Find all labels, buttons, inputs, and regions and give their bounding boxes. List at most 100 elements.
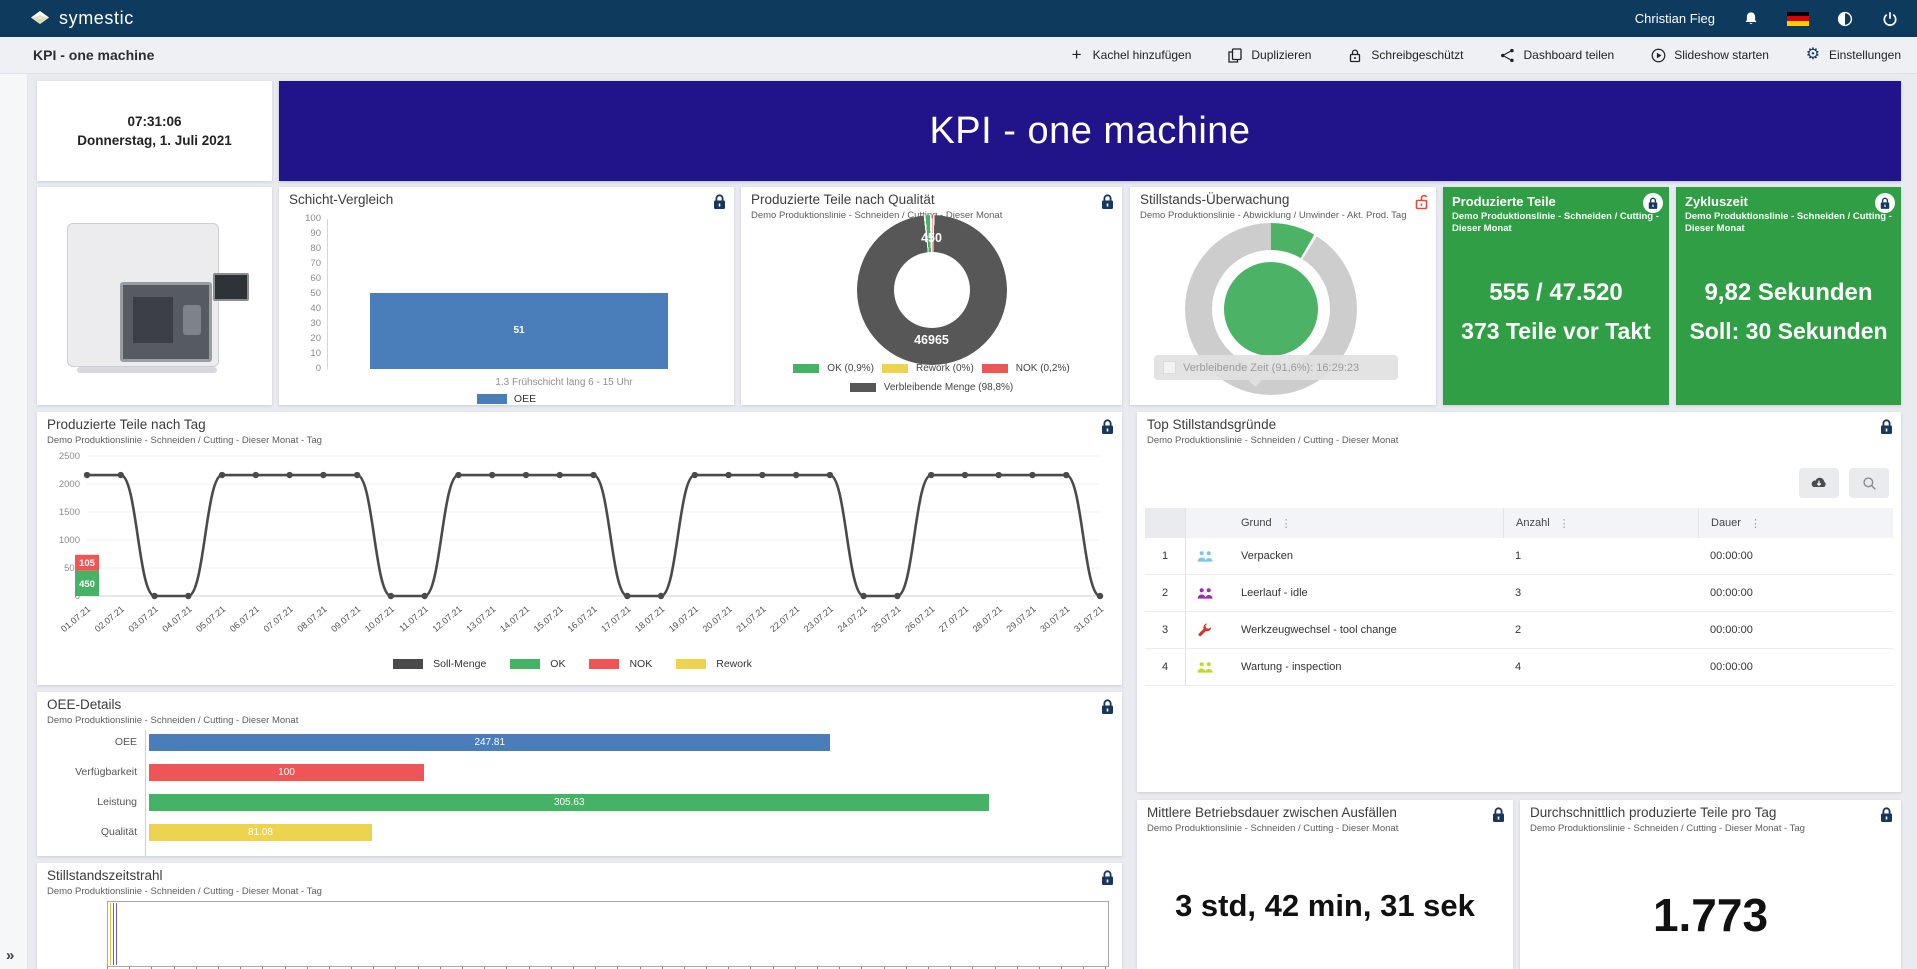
donut-hole [894, 252, 970, 328]
legend-label: OK [550, 658, 566, 670]
symestic-logo[interactable]: symestic [30, 8, 134, 29]
svg-text:03.07.21: 03.07.21 [127, 604, 160, 634]
banner-tile: KPI - one machine [279, 81, 1901, 181]
bell-icon[interactable] [1742, 10, 1760, 28]
legend-label: Rework [716, 658, 752, 670]
play-icon [1650, 47, 1666, 63]
svg-text:18.07.21: 18.07.21 [633, 604, 666, 634]
add-tile-button[interactable]: + Kachel hinzufügen [1069, 45, 1192, 64]
machine-cabinet [67, 223, 219, 367]
y-axis-tick-label: 70 [310, 258, 321, 269]
tile-lock-icon[interactable] [1492, 807, 1505, 823]
tile-lock-icon[interactable] [1643, 193, 1663, 213]
legend-label: NOK [629, 658, 653, 670]
row-index: 4 [1145, 649, 1186, 685]
tile-title: Stillstands-Überwachung [1140, 192, 1290, 207]
daily-chart-svg: 0 500 1000 1500 2000 2500 105 450 01.07.21 02.07.… [59, 451, 1105, 634]
y-axis-tick-label: 10 [310, 348, 321, 359]
table-row[interactable]: 2 Leerlauf - idle 3 00:00:00 [1145, 575, 1893, 612]
tooltip-text: Verbleibende Zeit (91,6%): 16:29:23 [1183, 361, 1360, 374]
oee-category-label: Leistung [97, 796, 137, 808]
export-download-button[interactable] [1799, 468, 1839, 498]
quality-pie-tile: Produzierte Teile nach Qualität Demo Pro… [741, 187, 1122, 405]
expand-sidebar-chevrons[interactable]: » [6, 947, 15, 964]
row-index: 3 [1145, 612, 1186, 648]
produced-count: 555 / 47.520 [1489, 279, 1623, 306]
tile-subtitle: Demo Produktionslinie - Schneiden / Cutt… [1147, 823, 1399, 834]
lock-icon [1347, 47, 1363, 63]
tile-unlock-icon[interactable] [1415, 194, 1428, 210]
timeline-marker-red [113, 903, 114, 965]
column-menu-icon[interactable]: ⋮ [1558, 517, 1571, 530]
y-axis-tick-label: 60 [310, 273, 321, 284]
table-row[interactable]: 4 Wartung - inspection 4 00:00:00 [1145, 649, 1893, 686]
slideshow-button[interactable]: Slideshow starten [1650, 47, 1769, 63]
reason-cell: Wartung - inspection [1241, 661, 1342, 673]
top-downtime-reasons-tile: Top Stillstandsgründe Demo Produktionsli… [1137, 412, 1901, 792]
clock-time: 07:31:06 [127, 114, 182, 129]
readonly-button[interactable]: Schreibgeschützt [1347, 47, 1463, 63]
tile-values: 9,82 Sekunden Soll: 30 Sekunden [1676, 279, 1901, 345]
dashboard-content: » 07:31:06 Donnerstag, 1. Juli 2021 KPI … [0, 74, 1917, 969]
svg-text:25.07.21: 25.07.21 [869, 604, 902, 634]
tile-lock-icon[interactable] [713, 194, 726, 210]
duration-cell: 00:00:00 [1710, 550, 1753, 562]
svg-text:21.07.21: 21.07.21 [734, 604, 767, 634]
shift-chart-plot: 100 90 80 70 60 50 40 30 20 10 0 51 [305, 213, 720, 374]
svg-text:11.07.21: 11.07.21 [397, 604, 430, 634]
tile-lock-icon[interactable] [1101, 870, 1114, 886]
duplicate-button[interactable]: Duplizieren [1227, 47, 1311, 63]
column-header-anzahl: Anzahl ⋮ [1503, 508, 1571, 538]
settings-button[interactable]: ⚙ Einstellungen [1805, 46, 1901, 63]
globe-icon[interactable] [1836, 10, 1854, 28]
svg-text:17.07.21: 17.07.21 [599, 604, 632, 634]
svg-text:04.07.21: 04.07.21 [160, 604, 193, 634]
svg-text:20.07.21: 20.07.21 [701, 604, 734, 634]
oee-bar: 100 [149, 764, 424, 781]
oee-bar-row: Leistung 305.63 [37, 794, 1102, 824]
table-search-button[interactable] [1849, 468, 1889, 498]
avg-parts-tile: Durchschnittlich produzierte Teile pro T… [1520, 800, 1901, 969]
plus-icon: + [1071, 45, 1082, 64]
y-axis-tick-label: 30 [310, 318, 321, 329]
row-index: 1 [1145, 538, 1186, 574]
shift-comparison-tile: Schicht-Vergleich 100 90 80 70 60 50 40 30 20 10 0… [279, 187, 734, 405]
table-row[interactable]: 3 Werkzeugwechsel - tool change 2 00:00:00 [1145, 612, 1893, 649]
svg-text:1000: 1000 [59, 535, 80, 546]
oee-y-axis [145, 730, 146, 856]
table-row[interactable]: 1 Verpacken 1 00:00:00 [1145, 538, 1893, 575]
oee-bar-row: OEE 247.81 [37, 734, 1102, 764]
tile-lock-icon[interactable] [1880, 807, 1893, 823]
tile-lock-icon[interactable] [1101, 419, 1114, 435]
tile-title: Zykluszeit [1685, 194, 1748, 209]
count-cell: 2 [1515, 624, 1522, 636]
y-axis-tick-label: 90 [310, 228, 321, 239]
table-actions [1799, 468, 1889, 498]
produced-parts-tile: Produzierte Teile Demo Produktionslinie … [1443, 187, 1669, 405]
tile-title: Top Stillstandsgründe [1147, 417, 1277, 432]
tile-lock-icon[interactable] [1101, 194, 1114, 210]
german-flag-icon[interactable] [1787, 11, 1809, 26]
svg-text:2500: 2500 [59, 451, 80, 462]
share-dashboard-button[interactable]: Dashboard teilen [1499, 47, 1614, 63]
reason-cell: Verpacken [1241, 550, 1293, 562]
y-axis-tick-label: 80 [310, 243, 321, 254]
duration-cell: 00:00:00 [1710, 661, 1753, 673]
svg-text:500: 500 [64, 563, 80, 574]
power-icon[interactable] [1881, 10, 1899, 28]
count-cell: 4 [1515, 661, 1522, 673]
tile-lock-icon[interactable] [1880, 419, 1893, 435]
clock-date: Donnerstag, 1. Juli 2021 [77, 133, 232, 148]
user-name[interactable]: Christian Fieg [1634, 11, 1715, 26]
daily-chart-canvas: 0 500 1000 1500 2000 2500 105 450 01.07.21 02.07.… [45, 446, 1114, 654]
svg-text:2000: 2000 [59, 479, 80, 490]
column-menu-icon[interactable]: ⋮ [1280, 517, 1293, 530]
column-menu-icon[interactable]: ⋮ [1749, 517, 1762, 530]
ok-slice-value: 450 [921, 231, 942, 245]
people-icon [1197, 649, 1227, 685]
quality-donut [857, 215, 1007, 365]
tile-lock-icon[interactable] [1101, 699, 1114, 715]
tile-lock-icon[interactable] [1875, 193, 1895, 213]
download-cloud-icon [1811, 477, 1826, 488]
